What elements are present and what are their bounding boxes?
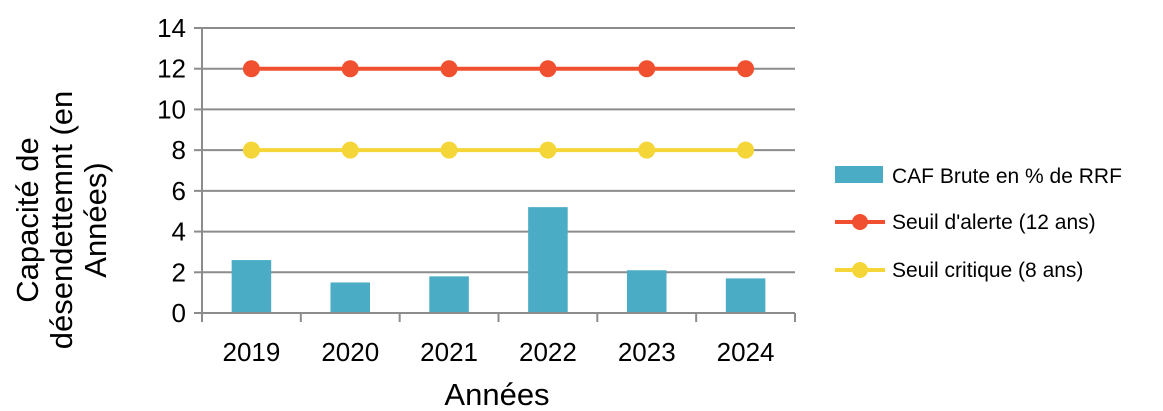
bar xyxy=(626,270,667,313)
legend: CAF Brute en % de RRF Seuil d'alerte (12… xyxy=(835,165,1122,282)
y-axis-title-line-1: Capacité de xyxy=(10,137,45,302)
line-point xyxy=(341,60,359,78)
line-point xyxy=(638,141,656,159)
bar xyxy=(330,282,371,313)
line-point xyxy=(539,60,557,78)
y-axis-title-line-3: Années) xyxy=(78,162,113,277)
line-point xyxy=(242,141,260,159)
y-tick-label: 2 xyxy=(172,257,186,287)
legend-marker-alerte xyxy=(852,214,868,230)
x-tick-label: 2023 xyxy=(618,337,676,367)
legend-swatch-caf xyxy=(835,166,883,183)
legend-label-critique: Seuil critique (8 ans) xyxy=(892,259,1083,282)
x-tick-label: 2021 xyxy=(420,337,478,367)
y-tick-label: 6 xyxy=(172,176,186,206)
bar xyxy=(528,207,568,313)
y-tick-label: 4 xyxy=(172,217,186,247)
line-point xyxy=(440,60,458,78)
y-tick-label: 8 xyxy=(172,135,186,165)
x-tick-labels: 2019 2020 2021 2022 2023 2024 xyxy=(222,337,774,367)
line-point xyxy=(737,60,755,78)
bar-series xyxy=(231,207,766,313)
y-tick-label: 10 xyxy=(157,94,186,124)
axes xyxy=(194,27,796,322)
x-tick-label: 2024 xyxy=(717,337,775,367)
y-axis-title: Capacité de désendettemnt (en Années) xyxy=(10,91,113,350)
line-point xyxy=(638,60,656,78)
y-tick-label: 14 xyxy=(157,13,186,43)
line-point xyxy=(737,141,755,159)
line-point xyxy=(539,141,557,159)
y-axis-title-line-2: désendettemnt (en xyxy=(44,91,79,350)
legend-marker-critique xyxy=(852,262,868,278)
legend-label-caf: CAF Brute en % de RRF xyxy=(892,165,1122,188)
x-axis-title: Années xyxy=(444,377,549,411)
x-tick-label: 2022 xyxy=(519,337,577,367)
line-series xyxy=(242,60,755,159)
y-tick-labels: 0 2 4 6 8 10 12 14 xyxy=(157,13,186,328)
legend-label-alerte: Seuil d'alerte (12 ans) xyxy=(892,211,1096,234)
y-tick-label: 0 xyxy=(172,298,186,328)
bar xyxy=(725,278,766,313)
bar xyxy=(429,276,469,313)
line-point xyxy=(341,141,359,159)
x-tick-label: 2019 xyxy=(222,337,280,367)
y-tick-label: 12 xyxy=(157,54,186,84)
line-point xyxy=(242,60,260,78)
line-point xyxy=(440,141,458,159)
x-tick-label: 2020 xyxy=(321,337,379,367)
bar xyxy=(231,260,272,313)
